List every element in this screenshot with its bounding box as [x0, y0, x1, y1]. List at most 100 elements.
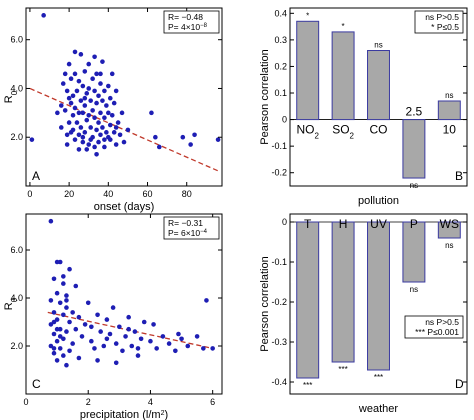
- y-axis-label: R0: [3, 90, 19, 103]
- data-point: [151, 322, 156, 327]
- data-point: [126, 326, 131, 332]
- category-label: 10: [443, 123, 457, 137]
- category-label-sub: 2: [350, 131, 355, 140]
- data-point: [80, 139, 86, 145]
- x-axis-label: pollution: [358, 195, 399, 207]
- bar: [402, 221, 426, 283]
- data-point: [51, 310, 57, 315]
- data-point: [117, 324, 122, 330]
- category-label: P: [410, 217, 418, 231]
- y-tick-label: 0.3: [274, 35, 287, 45]
- data-point: [192, 132, 197, 138]
- category-label-sub: 2: [314, 131, 319, 140]
- y-tick-label: -0.4: [271, 377, 287, 387]
- data-point: [57, 334, 63, 339]
- data-point: [102, 144, 107, 150]
- data-point: [110, 305, 116, 310]
- data-point: [66, 120, 72, 125]
- x-tick-label: 20: [64, 189, 74, 199]
- stats-box: [163, 216, 220, 240]
- data-point: [78, 125, 84, 130]
- significance-label: ns: [374, 41, 382, 50]
- data-point: [100, 98, 105, 103]
- data-point: [54, 326, 60, 332]
- data-point: [76, 132, 82, 138]
- data-point: [149, 110, 154, 116]
- data-point: [86, 112, 92, 118]
- data-point: [104, 103, 109, 108]
- bar: [296, 20, 320, 121]
- data-point: [82, 69, 88, 74]
- data-point: [67, 266, 72, 272]
- data-point: [51, 331, 57, 337]
- x-axis-label-main: precipitation (l/m: [80, 409, 161, 420]
- y-tick-label: 0.2: [274, 61, 287, 71]
- bar: [402, 119, 426, 179]
- panel-b: NO2*SO2*COns2.5ns10ns-0.2-0.100.10.20.30…: [259, 7, 468, 207]
- y-tick-label: -0.1: [271, 257, 287, 267]
- data-point: [154, 346, 159, 351]
- data-point: [79, 334, 85, 339]
- data-point: [115, 120, 121, 125]
- data-point: [106, 83, 111, 89]
- data-point: [70, 341, 75, 346]
- y-axis-label-main: R: [3, 302, 15, 310]
- data-point: [88, 137, 93, 142]
- data-point: [72, 137, 78, 142]
- plot-frame: [289, 7, 468, 187]
- stats-p-exp: −4: [200, 229, 208, 235]
- bar: [437, 221, 461, 239]
- data-point: [76, 78, 82, 84]
- data-point: [64, 329, 69, 334]
- stats-box: [163, 10, 220, 34]
- data-point: [123, 334, 128, 339]
- data-point: [80, 83, 86, 89]
- data-point: [109, 112, 115, 118]
- significance-label: ***: [303, 381, 312, 390]
- data-point: [51, 350, 57, 356]
- data-point: [113, 341, 119, 346]
- data-point: [100, 125, 105, 130]
- data-point: [76, 314, 82, 320]
- data-point: [70, 93, 76, 99]
- data-point: [89, 324, 94, 330]
- data-point: [58, 103, 64, 108]
- data-point: [57, 300, 63, 306]
- data-point: [102, 137, 107, 142]
- data-point: [54, 317, 60, 322]
- y-tick-label: 6.0: [10, 35, 23, 45]
- data-point: [107, 331, 113, 337]
- data-point: [113, 88, 119, 94]
- data-point: [111, 130, 117, 135]
- data-point: [95, 312, 100, 318]
- data-point: [54, 290, 60, 296]
- data-point: [72, 105, 78, 111]
- data-point: [92, 346, 97, 351]
- stats-p-main: P= 4×10: [168, 22, 200, 32]
- data-point: [74, 88, 80, 94]
- data-point: [138, 336, 144, 342]
- data-point: [120, 348, 125, 354]
- bar: [296, 221, 320, 379]
- data-point: [98, 71, 103, 77]
- x-tick-label: 40: [103, 189, 113, 199]
- x-tick-label: 80: [182, 189, 192, 199]
- data-point: [70, 310, 75, 315]
- data-point: [188, 142, 193, 147]
- data-point: [82, 95, 88, 101]
- legend-box: [414, 10, 464, 34]
- significance-label: ***: [338, 365, 347, 374]
- data-point: [101, 343, 107, 349]
- data-point: [125, 127, 131, 133]
- significance-label: *: [342, 22, 345, 31]
- trend-line: [29, 87, 219, 172]
- x-tick-label: 0: [27, 189, 32, 199]
- data-point: [68, 100, 74, 106]
- data-point: [102, 88, 107, 94]
- category-label: NO2: [296, 123, 319, 141]
- stats-p: P= 6×10−4: [168, 228, 208, 238]
- panel-letter: D: [455, 377, 464, 391]
- data-point: [84, 147, 90, 152]
- data-point: [104, 317, 110, 322]
